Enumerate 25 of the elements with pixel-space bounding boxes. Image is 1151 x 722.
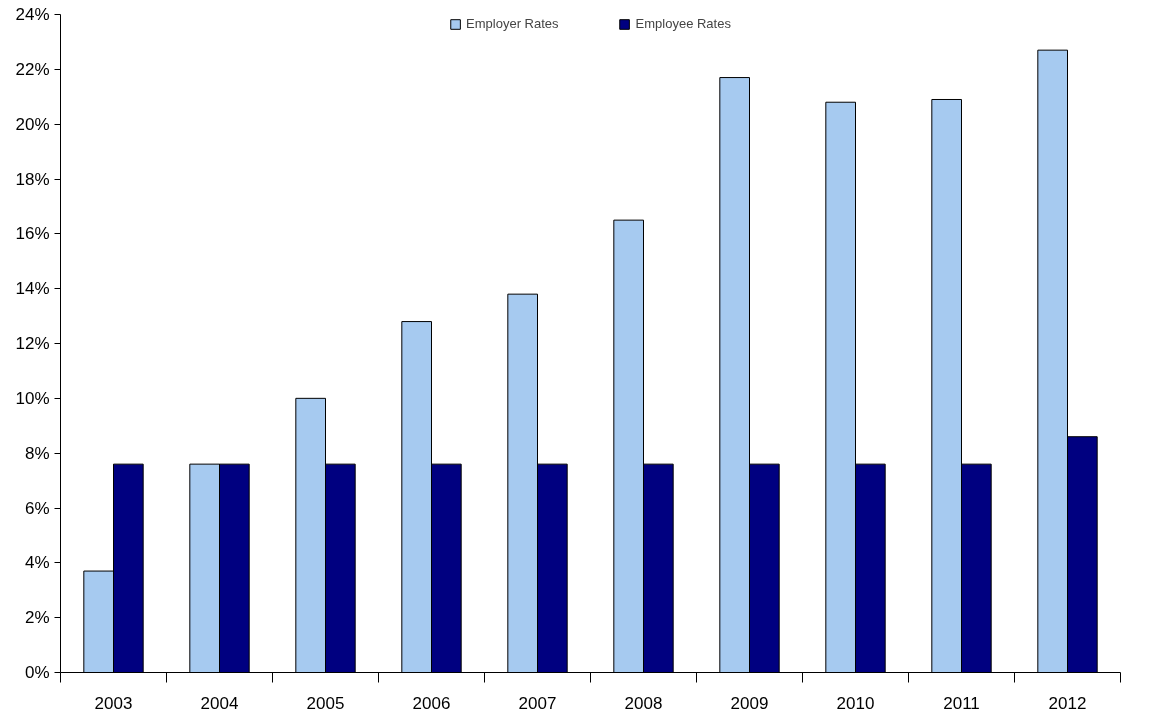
x-tick-label: 2004 (200, 693, 239, 713)
x-tick-label: 2011 (943, 693, 980, 713)
x-tick-label: 2005 (306, 693, 345, 713)
legend-label: Employer Rates (466, 16, 559, 31)
y-tick-label: 18% (15, 169, 50, 189)
y-tick-label: 4% (24, 553, 50, 573)
y-tick-label: 22% (15, 59, 50, 79)
y-tick-label: 16% (15, 224, 50, 244)
y-tick-label: 20% (15, 114, 50, 134)
legend-label: Employee Rates (635, 16, 731, 31)
x-tick-label: 2012 (1048, 693, 1087, 713)
x-tick-label: 2007 (518, 693, 557, 713)
y-tick-label: 6% (24, 498, 50, 518)
y-tick-label: 12% (15, 334, 50, 353)
x-tick-label: 2010 (836, 693, 875, 713)
x-tick-label: 2003 (94, 693, 133, 713)
x-tick-label: 2009 (730, 693, 769, 713)
x-tick-label: 2008 (624, 693, 663, 713)
y-tick-label: 24% (15, 5, 50, 24)
y-tick-label: 8% (24, 443, 50, 463)
x-tick-label: 2006 (412, 693, 451, 713)
y-tick-label: 2% (24, 608, 50, 628)
y-tick-label: 14% (15, 279, 50, 299)
y-tick-label: 0% (24, 663, 50, 682)
y-tick-label: 10% (15, 388, 50, 408)
